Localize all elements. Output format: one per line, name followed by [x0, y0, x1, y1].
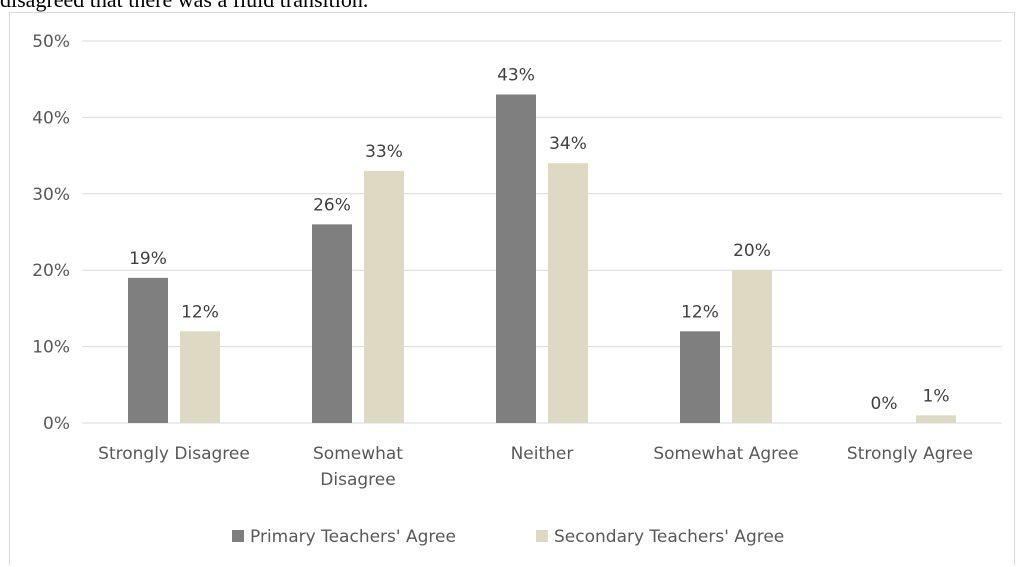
category-label: Somewhat Disagree	[313, 444, 403, 490]
bars	[128, 94, 956, 424]
bar	[680, 331, 720, 423]
category-label: Neither	[511, 444, 574, 464]
category-label: Strongly Agree	[847, 444, 973, 464]
data-label: 12%	[681, 302, 719, 322]
bar	[496, 94, 536, 423]
y-tick-label: 40%	[32, 108, 70, 128]
legend-swatch	[232, 530, 244, 542]
data-label: 26%	[313, 195, 351, 215]
bar	[312, 224, 352, 423]
y-axis-tick-labels: 0% 10% 20% 30% 40% 50%	[32, 32, 70, 434]
data-label: 34%	[549, 134, 587, 154]
bar	[548, 163, 588, 424]
y-tick-label: 50%	[32, 32, 70, 52]
bar	[128, 277, 168, 423]
bar	[364, 170, 404, 423]
y-tick-label: 30%	[32, 185, 70, 205]
data-label: 12%	[181, 302, 219, 322]
data-label: 43%	[497, 65, 535, 85]
category-label: Somewhat Agree	[653, 444, 798, 464]
bar	[180, 331, 220, 423]
category-label: Strongly Disagree	[98, 444, 250, 464]
gridlines	[82, 40, 1002, 424]
bar	[732, 270, 772, 423]
y-tick-label: 0%	[43, 414, 70, 434]
chart-frame	[9, 12, 1015, 565]
legend: Primary Teachers' Agree Secondary Teacher…	[232, 527, 784, 547]
legend-swatch	[536, 530, 548, 542]
y-tick-label: 20%	[32, 261, 70, 281]
data-label: 1%	[923, 386, 950, 406]
x-axis-category-labels: Strongly Disagree Somewhat Disagree Neither…	[98, 444, 973, 490]
bar	[916, 415, 956, 423]
data-label: 20%	[733, 241, 771, 261]
legend-label: Primary Teachers' Agree	[250, 527, 456, 547]
caption-text: disagreed that there was a fluid transit…	[0, 0, 368, 13]
y-tick-label: 10%	[32, 338, 70, 358]
data-label: 0%	[871, 394, 898, 414]
legend-label: Secondary Teachers' Agree	[554, 527, 784, 547]
data-label: 33%	[365, 142, 403, 162]
data-labels: 19% 12% 26% 33% 43% 34% 12% 20% 0% 1%	[129, 65, 949, 414]
data-label: 19%	[129, 249, 167, 269]
